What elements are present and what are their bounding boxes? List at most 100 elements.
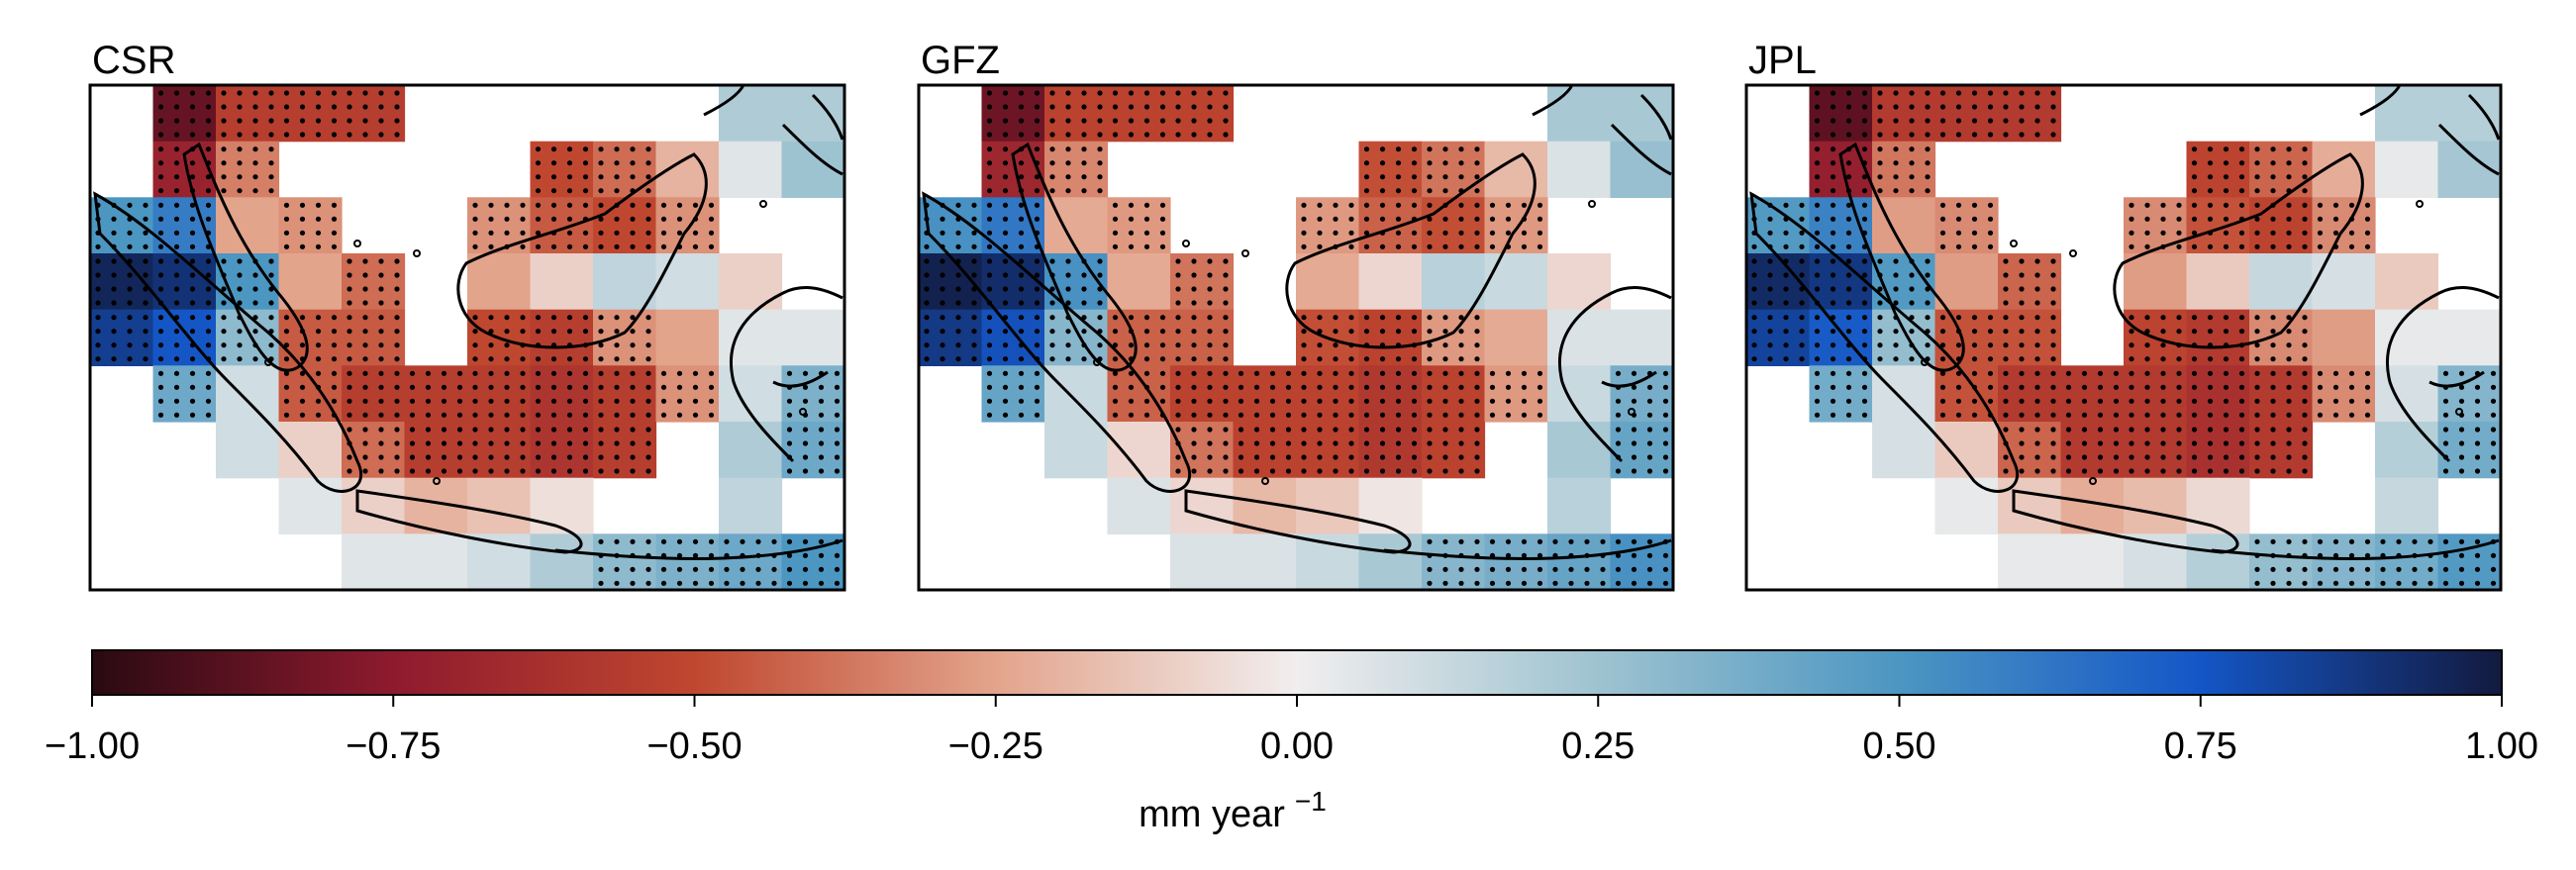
significance-dot: [173, 230, 180, 236]
grid-cell: [1934, 253, 1999, 311]
significance-dot: [472, 216, 478, 222]
significance-dot: [2427, 538, 2433, 544]
significance-dot: [205, 258, 212, 264]
grid-cell: [1296, 197, 1360, 254]
significance-dot: [1536, 566, 1543, 572]
significance-dot: [692, 552, 699, 558]
significance-dot: [550, 398, 557, 404]
significance-dot: [566, 216, 573, 222]
significance-dot: [1395, 174, 1402, 180]
significance-dot: [535, 202, 542, 208]
significance-dot: [1018, 216, 1025, 222]
grid-cell: [1358, 309, 1423, 366]
grid-cell: [2186, 309, 2250, 366]
significance-dot: [2207, 370, 2214, 376]
significance-dot: [1159, 104, 1166, 110]
significance-dot: [2176, 370, 2182, 376]
significance-dot: [2238, 202, 2245, 208]
significance-dot: [2050, 370, 2056, 376]
colorbar-tick-label: 0.50: [1863, 725, 1936, 767]
significance-dot: [1955, 202, 1962, 208]
significance-dot: [1909, 300, 1915, 306]
significance-dot: [2286, 146, 2292, 152]
significance-dot: [924, 272, 930, 278]
significance-dot: [1112, 329, 1119, 335]
significance-dot: [1049, 174, 1055, 180]
grid-cell: [981, 141, 1045, 198]
significance-dot: [221, 356, 227, 362]
significance-dot: [802, 580, 809, 586]
significance-dot: [456, 398, 463, 404]
significance-dot: [535, 398, 542, 404]
significance-dot: [582, 384, 589, 390]
significance-dot: [1861, 118, 1868, 124]
significance-dot: [1379, 427, 1386, 433]
significance-dot: [441, 440, 447, 446]
significance-dot: [409, 412, 416, 418]
significance-dot: [2490, 580, 2497, 586]
significance-dot: [1925, 90, 1931, 96]
significance-dot: [2207, 315, 2214, 321]
significance-dot: [566, 315, 573, 321]
significance-dot: [1474, 188, 1480, 194]
significance-dot: [2113, 370, 2120, 376]
grid-cell: [2375, 309, 2439, 366]
significance-dot: [1317, 468, 1323, 474]
significance-dot: [2302, 384, 2308, 390]
panel-csr: CSR: [88, 39, 846, 592]
grid-cell: [2249, 197, 2314, 254]
significance-dot: [924, 342, 930, 348]
significance-dot: [1395, 202, 1402, 208]
significance-dot: [940, 230, 945, 236]
significance-dot: [95, 243, 101, 249]
significance-dot: [924, 243, 930, 249]
significance-dot: [1065, 90, 1071, 96]
significance-dot: [1049, 132, 1055, 138]
significance-dot: [2050, 286, 2056, 292]
panel-title: GFZ: [921, 39, 1000, 82]
significance-dot: [1301, 440, 1307, 446]
significance-dot: [1301, 202, 1307, 208]
significance-dot: [1269, 384, 1276, 390]
significance-dot: [394, 272, 400, 278]
significance-dot: [1845, 356, 1852, 362]
significance-dot: [1018, 272, 1025, 278]
significance-dot: [283, 384, 290, 390]
grid-cell: [655, 309, 720, 366]
significance-dot: [472, 202, 478, 208]
significance-dot: [127, 329, 133, 335]
significance-dot: [2019, 427, 2025, 433]
significance-dot: [1363, 427, 1370, 433]
significance-dot: [1159, 342, 1166, 348]
grid-cell: [2312, 253, 2376, 311]
significance-dot: [1238, 398, 1244, 404]
grid-cell: [2437, 365, 2502, 423]
significance-dot: [1442, 398, 1448, 404]
significance-dot: [1223, 356, 1229, 362]
significance-dot: [1002, 202, 1009, 208]
significance-dot: [221, 132, 227, 138]
significance-dot: [1830, 104, 1836, 110]
grid-cell: [216, 309, 280, 366]
significance-dot: [598, 538, 604, 544]
significance-dot: [409, 384, 416, 390]
significance-dot: [1505, 370, 1512, 376]
significance-dot: [283, 243, 290, 249]
significance-dot: [1442, 329, 1448, 335]
significance-dot: [1379, 356, 1386, 362]
significance-dot: [550, 384, 557, 390]
significance-dot: [456, 468, 463, 474]
significance-dot: [299, 370, 306, 376]
significance-dot: [1646, 454, 1653, 460]
significance-dot: [1348, 315, 1354, 321]
significance-dot: [394, 468, 400, 474]
significance-dot: [1427, 174, 1433, 180]
significance-dot: [2302, 160, 2308, 166]
significance-dot: [2364, 230, 2371, 236]
significance-dot: [488, 427, 494, 433]
significance-dot: [986, 202, 993, 208]
significance-dot: [2442, 370, 2449, 376]
significance-dot: [1143, 132, 1150, 138]
significance-dot: [1191, 427, 1197, 433]
significance-dot: [1474, 315, 1480, 321]
